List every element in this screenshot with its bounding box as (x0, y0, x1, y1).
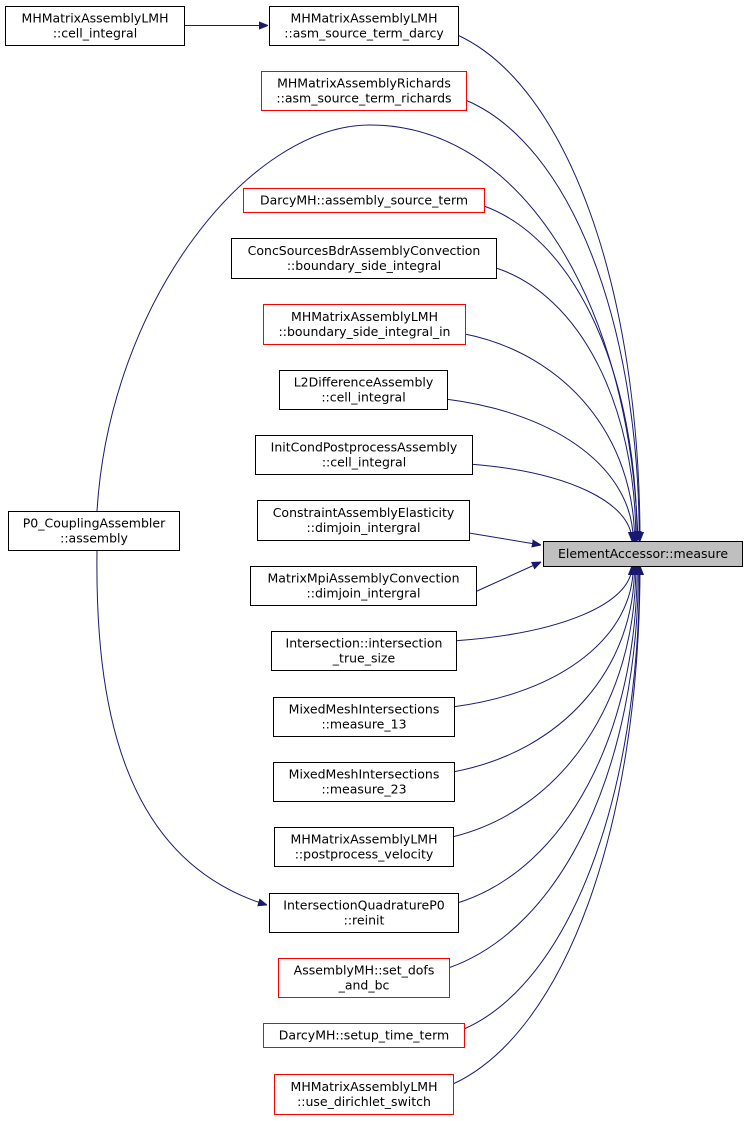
node-cell-integral-lmh[interactable]: MHMatrixAssemblyLMH::cell_integral (5, 6, 185, 46)
node-label: AssemblyMH::set_dofs (294, 963, 435, 978)
node-p0-assembly[interactable]: P0_CouplingAssembler::assembly (8, 511, 180, 551)
node-label: ::dimjoin_intergral (307, 520, 421, 535)
node-label: ::asm_source_term_darcy (284, 26, 444, 41)
node-asm-source-term-darcy[interactable]: MHMatrixAssemblyLMH::asm_source_term_dar… (269, 6, 459, 46)
node-setup-time-term[interactable]: DarcyMH::setup_time_term (263, 1023, 465, 1048)
node-box (279, 370, 448, 410)
node-label: ElementAccessor::measure (558, 546, 728, 561)
node-measure-13[interactable]: MixedMeshIntersections::measure_13 (273, 697, 455, 737)
node-box (263, 1023, 465, 1048)
node-boundary-side-integral[interactable]: ConcSourcesBdrAssemblyConvection::bounda… (231, 238, 497, 279)
node-label: MixedMeshIntersections (289, 767, 440, 782)
node-box (257, 500, 470, 541)
node-box (263, 304, 466, 345)
edge-matrixmpi-dimjoin-to-measure (475, 562, 541, 592)
node-label: DarcyMH::assembly_source_term (260, 193, 468, 208)
node-label: MHMatrixAssemblyLMH (22, 11, 169, 26)
node-label: MHMatrixAssemblyLMH (291, 832, 438, 847)
edge-asm-source-term-richards-to-measure (465, 99, 639, 541)
node-box (269, 893, 459, 933)
node-box (8, 511, 180, 551)
node-constraint-dimjoin[interactable]: ConstraintAssemblyElasticity::dimjoin_in… (257, 500, 470, 541)
node-label: P0_CouplingAssembler (23, 516, 166, 531)
node-box (261, 71, 467, 111)
node-label: Intersection::intersection (286, 636, 443, 651)
node-use-dirichlet-switch[interactable]: MHMatrixAssemblyLMH::use_dirichlet_switc… (274, 1074, 454, 1115)
node-assembly-source-term[interactable]: DarcyMH::assembly_source_term (243, 188, 485, 213)
edge-measure-23-to-measure (453, 566, 635, 773)
node-intersection-true-size[interactable]: Intersection::intersection_true_size (271, 631, 457, 671)
edge-p0-assembly-to-measure (96, 124, 638, 540)
edge-boundary-side-integral-to-measure (495, 267, 636, 541)
node-label: MHMatrixAssemblyRichards (277, 76, 451, 91)
node-label: MHMatrixAssemblyLMH (291, 1079, 438, 1094)
node-label: MHMatrixAssemblyLMH (291, 309, 438, 324)
node-label: ::assembly (60, 531, 128, 546)
edge-constraint-dimjoin-to-measure (468, 532, 541, 545)
node-box (273, 697, 455, 737)
node-box (278, 958, 450, 998)
node-label: ConcSourcesBdrAssemblyConvection (248, 243, 481, 258)
edge-measure-13-to-measure (453, 566, 633, 708)
node-box (273, 762, 455, 802)
node-box (274, 827, 454, 867)
node-box (269, 6, 459, 46)
node-measure-23[interactable]: MixedMeshIntersections::measure_23 (273, 762, 455, 802)
node-initcond-cell-integral[interactable]: InitCondPostprocessAssembly::cell_integr… (255, 435, 473, 475)
edge-l2diff-cell-integral-to-measure (446, 398, 633, 541)
node-label: MHMatrixAssemblyLMH (291, 11, 438, 26)
edge-setup-time-term-to-measure (463, 566, 640, 1030)
node-postprocess-velocity[interactable]: MHMatrixAssemblyLMH::postprocess_velocit… (274, 827, 454, 867)
node-box (231, 238, 497, 279)
node-label: ::cell_integral (53, 26, 137, 41)
node-l2diff-cell-integral[interactable]: L2DifferenceAssembly::cell_integral (279, 370, 448, 410)
node-box (271, 631, 457, 671)
node-label: DarcyMH::setup_time_term (279, 1028, 449, 1043)
node-label: ::boundary_side_integral_in (279, 324, 451, 339)
edge-assembly-source-term-to-measure (483, 205, 637, 541)
node-matrixmpi-dimjoin[interactable]: MatrixMpiAssemblyConvection::dimjoin_int… (250, 566, 477, 606)
nodes: MHMatrixAssemblyLMH::cell_integralMHMatr… (5, 6, 743, 1115)
node-box (543, 541, 743, 567)
edge-postprocess-velocity-to-measure (452, 566, 636, 838)
node-label: ::measure_23 (321, 782, 406, 797)
node-box (250, 566, 477, 606)
node-label: L2DifferenceAssembly (294, 375, 434, 390)
edge-boundary-side-integral-in-to-measure (464, 333, 635, 541)
node-label: ::use_dirichlet_switch (297, 1094, 431, 1109)
edge-p0-assembly-to-reinit (96, 549, 267, 905)
node-measure[interactable]: ElementAccessor::measure (543, 541, 743, 567)
node-label: IntersectionQuadratureP0 (283, 898, 444, 913)
node-label: ::boundary_side_integral (287, 258, 441, 273)
node-box (5, 6, 185, 46)
edges (96, 26, 640, 1085)
node-box (255, 435, 473, 475)
node-label: _true_size (332, 651, 396, 666)
node-asm-source-term-richards[interactable]: MHMatrixAssemblyRichards::asm_source_ter… (261, 71, 467, 111)
node-reinit[interactable]: IntersectionQuadratureP0::reinit (269, 893, 459, 933)
edge-initcond-cell-integral-to-measure (471, 463, 632, 541)
node-label: _and_bc (338, 978, 390, 993)
node-label: ::cell_integral (322, 455, 406, 470)
edge-set-dofs-and-bc-to-measure (448, 566, 638, 969)
node-label: ::reinit (344, 913, 385, 928)
node-label: MixedMeshIntersections (289, 702, 440, 717)
edge-reinit-to-measure (457, 566, 637, 904)
node-label: ::cell_integral (321, 390, 405, 405)
node-set-dofs-and-bc[interactable]: AssemblyMH::set_dofs_and_bc (278, 958, 450, 998)
node-label: InitCondPostprocessAssembly (271, 440, 458, 455)
node-label: ConstraintAssemblyElasticity (273, 505, 455, 520)
node-box (274, 1074, 454, 1115)
node-label: ::dimjoin_intergral (307, 586, 421, 601)
edge-intersection-true-size-to-measure (455, 566, 632, 642)
node-boundary-side-integral-in[interactable]: MHMatrixAssemblyLMH::boundary_side_integ… (263, 304, 466, 345)
node-label: ::postprocess_velocity (295, 847, 434, 862)
node-box (243, 188, 485, 213)
node-label: MatrixMpiAssemblyConvection (268, 571, 460, 586)
node-label: ::measure_13 (321, 717, 406, 732)
edge-use-dirichlet-switch-to-measure (452, 566, 640, 1085)
edge-asm-source-term-darcy-to-measure (457, 34, 640, 541)
node-label: ::asm_source_term_richards (276, 91, 451, 106)
